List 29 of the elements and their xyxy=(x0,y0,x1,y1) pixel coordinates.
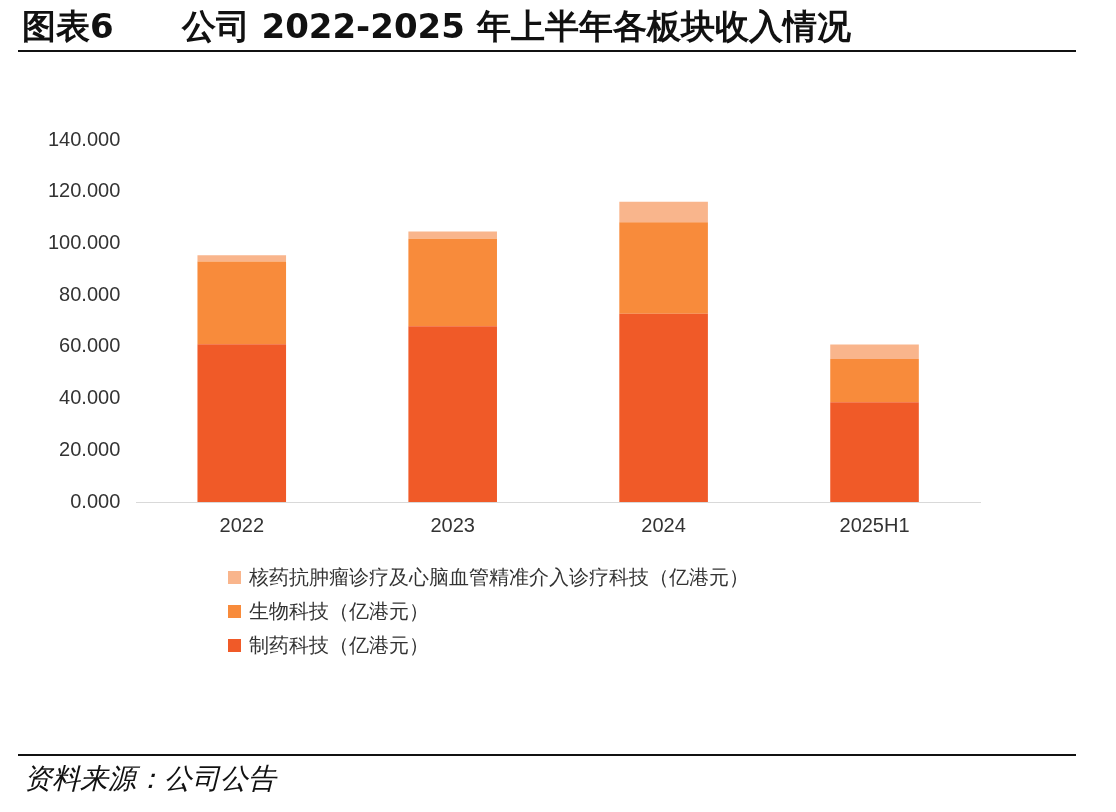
x-tick-label: 2022 xyxy=(219,513,265,536)
bar xyxy=(197,255,287,262)
legend-label: 生物科技（亿港元） xyxy=(249,597,429,625)
y-tick-label: 140.000 xyxy=(48,127,121,150)
y-tick-label: 0.000 xyxy=(70,489,121,512)
bar xyxy=(197,344,287,502)
y-tick-label: 40.000 xyxy=(59,386,121,409)
bar xyxy=(830,359,919,403)
y-tick-label: 120.000 xyxy=(48,179,121,202)
chart-title: 图表6 公司 2022-2025 年上半年各板块收入情况 xyxy=(22,5,851,48)
y-tick-label: 80.000 xyxy=(59,282,121,305)
legend-label: 制药科技（亿港元） xyxy=(249,631,429,659)
y-tick-label: 60.000 xyxy=(59,334,121,357)
y-tick-label: 100.000 xyxy=(48,230,121,253)
bar xyxy=(830,344,919,360)
bar xyxy=(408,238,497,327)
x-tick-label: 2024 xyxy=(641,513,686,536)
bar xyxy=(408,231,497,239)
bar xyxy=(830,402,919,502)
bar xyxy=(619,313,708,502)
bar xyxy=(619,201,708,223)
bar xyxy=(619,222,708,314)
legend-label: 核药抗肿瘤诊疗及心脑血管精准介入诊疗科技（亿港元） xyxy=(249,563,749,591)
x-tick-label: 2025H1 xyxy=(839,513,910,536)
bar xyxy=(408,326,497,502)
text: 资料来源：公司公告 xyxy=(24,761,276,797)
x-tick-label: 2023 xyxy=(430,513,475,536)
bar xyxy=(197,261,287,345)
y-tick-label: 20.000 xyxy=(59,437,121,460)
